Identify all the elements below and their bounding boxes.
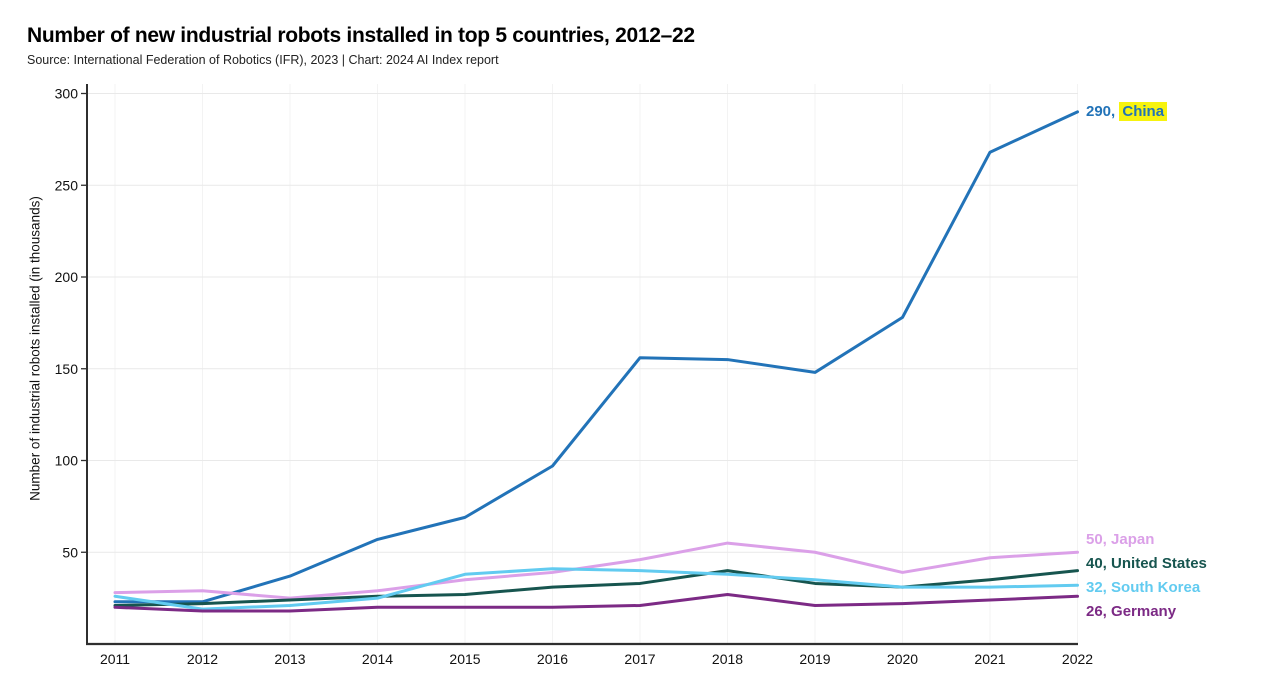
x-tick-label-2013: 2013 [274,651,305,667]
line-china [113,110,1079,604]
chart-source: Source: International Federation of Robo… [27,53,499,68]
y-tick-label-200: 200 [55,269,79,285]
y-tick-label-150: 150 [55,361,79,377]
y-tick-label-50: 50 [62,544,78,560]
x-tick-label-2022: 2022 [1062,651,1093,667]
x-tick-label-2018: 2018 [712,651,743,667]
x-tick-label-2015: 2015 [449,651,480,667]
x-tick-label-2019: 2019 [799,651,830,667]
x-tick-label-2014: 2014 [362,651,393,667]
y-tick-label-300: 300 [55,86,79,102]
x-tick-label-2016: 2016 [537,651,568,667]
vertical-gridlines [114,84,1078,644]
x-tick-label-2020: 2020 [887,651,918,667]
line-south-korea [113,567,1079,611]
x-tick-labels: 2011 2012 2013 2014 2015 2016 2017 2018 2019 2020… [100,651,1093,667]
chart-header: Number of new industrial robots installe… [27,24,1127,68]
chart-title: Number of new industrial robots installe… [27,24,695,47]
horizontal-gridlines: 50 100 150 200 250 300 [55,86,1078,560]
x-tick-label-2012: 2012 [187,651,218,667]
line-germany [113,592,1079,613]
x-tick-label-2017: 2017 [624,651,655,667]
x-tick-label-2021: 2021 [974,651,1005,667]
y-tick-label-250: 250 [55,177,79,193]
line-japan [113,541,1079,600]
y-tick-label-100: 100 [55,453,79,469]
x-tick-label-2011: 2011 [100,651,130,667]
